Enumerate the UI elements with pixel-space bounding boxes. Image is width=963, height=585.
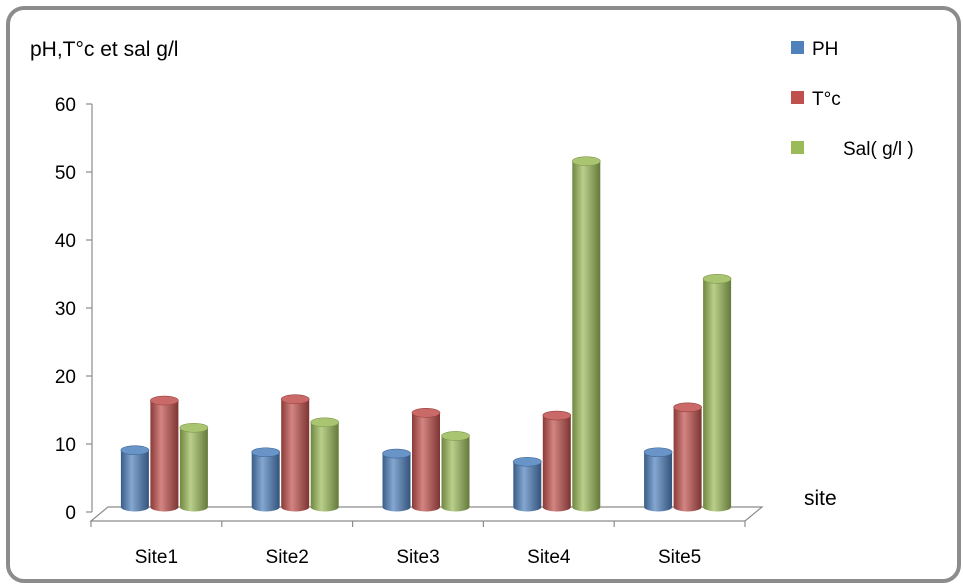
bar-Sal( g/l )-Site2: [310, 417, 340, 512]
bar-top: [150, 395, 179, 406]
bar-top: [571, 156, 601, 166]
x-tick-label: Site2: [266, 547, 309, 568]
bar-PH-Site4: [512, 456, 542, 512]
legend-swatch: [791, 91, 804, 104]
bar-top: [673, 402, 702, 413]
bar-top: [411, 407, 441, 418]
legend-item: T°c: [791, 89, 841, 110]
y-tick-label: 10: [55, 435, 76, 456]
bar-T°c-Site5: [673, 402, 702, 512]
y-tick-label: 20: [55, 367, 76, 388]
x-axis-title: site: [804, 487, 837, 510]
bar-Sal( g/l )-Site1: [179, 422, 209, 512]
legend-item: PH: [791, 39, 838, 60]
bar-body: [673, 407, 702, 512]
bar-PH-Site1: [120, 445, 150, 512]
y-axis: 0 10 20 30 40 50 60: [55, 95, 93, 524]
legend-label: PH: [812, 39, 838, 60]
x-tick-label: Site1: [135, 547, 178, 568]
y-tick-label: 0: [65, 503, 76, 524]
x-tick-label: Site5: [658, 547, 701, 568]
bar-top: [179, 422, 209, 433]
bar-body: [382, 453, 411, 512]
bar-T°c-Site1: [150, 395, 179, 512]
bar-body: [644, 452, 673, 512]
bar-top: [643, 447, 673, 458]
bar-top: [120, 445, 150, 456]
bar-T°c-Site3: [411, 407, 441, 512]
legend-label: T°c: [812, 89, 841, 110]
bar-body: [179, 427, 208, 512]
legend-label: Sal( g/l ): [843, 139, 914, 160]
x-tick-label: Site3: [396, 547, 439, 568]
bar-body: [703, 278, 732, 512]
bar-PH-Site3: [382, 448, 411, 512]
bar-body: [412, 412, 440, 512]
bar-T°c-Site4: [542, 410, 572, 512]
bar-PH-Site2: [251, 447, 281, 512]
bar-T°c-Site2: [280, 394, 310, 512]
legend: PH T°c Sal( g/l ): [791, 39, 914, 160]
legend-swatch: [791, 141, 804, 154]
x-axis: Site1 Site2 Site3 Site4 Site5: [90, 521, 746, 568]
y-tick-label: 40: [55, 231, 76, 252]
bar-top: [382, 448, 411, 459]
bar-body: [572, 161, 601, 512]
bar-body: [441, 435, 470, 512]
bar-Sal( g/l )-Site4: [571, 156, 601, 512]
y-tick-label: 50: [55, 163, 76, 184]
bar-body: [542, 415, 571, 512]
legend-item: Sal( g/l ): [791, 139, 914, 160]
chart-title: pH,T°c et sal g/l: [30, 38, 178, 61]
bar-top: [702, 274, 732, 284]
bar-body: [120, 450, 149, 512]
legend-swatch: [791, 41, 804, 54]
y-tick-label: 30: [55, 299, 76, 320]
bar-body: [310, 422, 339, 512]
bar-top: [441, 431, 470, 441]
bar-PH-Site5: [643, 447, 673, 512]
bars: [120, 156, 732, 512]
bar-Sal( g/l )-Site3: [441, 431, 470, 512]
bar-body: [281, 399, 310, 512]
bar-body: [251, 452, 280, 512]
bar-top: [542, 410, 572, 421]
bar-top: [310, 417, 340, 428]
y-tick-label: 60: [55, 95, 76, 116]
bar-body: [150, 400, 179, 512]
bar-top: [251, 447, 281, 458]
bar-top: [512, 456, 542, 467]
bar-Sal( g/l )-Site5: [702, 274, 732, 512]
bar-top: [280, 394, 310, 405]
bar-body: [513, 461, 542, 512]
x-tick-label: Site4: [527, 547, 571, 568]
